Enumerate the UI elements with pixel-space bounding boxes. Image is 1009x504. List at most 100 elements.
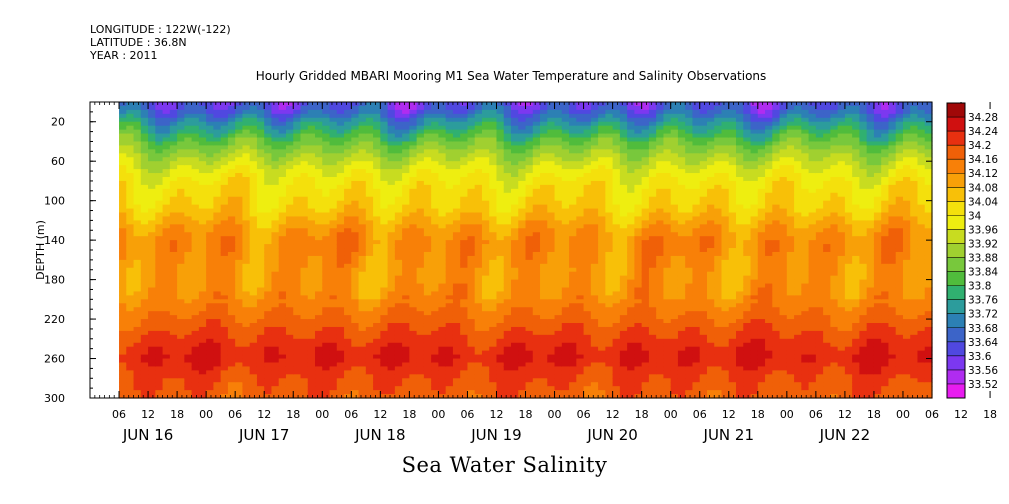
colorbar-label: 33.52 — [968, 379, 998, 391]
colorbar-swatch — [947, 243, 965, 258]
x-tick-label: 00 — [199, 408, 213, 421]
colorbar-label: 33.6 — [968, 351, 992, 363]
location-metadata: LONGITUDE : 122W(-122) LATITUDE : 36.8N … — [90, 23, 231, 62]
year-label: YEAR : 2011 — [90, 49, 158, 62]
plot-area — [89, 101, 933, 399]
x-tick-label: 18 — [751, 408, 765, 421]
date-label: JUN 20 — [586, 426, 637, 444]
y-tick-label: 300 — [44, 392, 65, 405]
chart-title: Hourly Gridded MBARI Mooring M1 Sea Wate… — [255, 69, 767, 83]
x-tick-label: 18 — [402, 408, 416, 421]
longitude-label: LONGITUDE : 122W(-122) — [90, 23, 231, 36]
x-tick-label: 00 — [896, 408, 910, 421]
x-tick-label: 00 — [780, 408, 794, 421]
x-tick-label: 12 — [489, 408, 503, 421]
x-tick-label: 12 — [257, 408, 271, 421]
x-tick-label: 06 — [925, 408, 939, 421]
x-tick-label: 06 — [112, 408, 126, 421]
x-tick-label: 00 — [664, 408, 678, 421]
date-label: JUN 18 — [354, 426, 405, 444]
colorbar-label: 34.12 — [968, 168, 998, 180]
x-tick-label: 18 — [983, 408, 997, 421]
x-tick-label: 12 — [606, 408, 620, 421]
colorbar-swatch — [947, 103, 965, 118]
date-label: JUN 16 — [122, 426, 173, 444]
colorbar-swatch — [947, 257, 965, 272]
x-tick-label: 18 — [286, 408, 300, 421]
colorbar-swatch — [947, 285, 965, 300]
colorbar-label: 34.08 — [968, 182, 998, 194]
colorbar-label: 33.64 — [968, 337, 998, 349]
x-tick-label: 00 — [548, 408, 562, 421]
x-tick-label: 12 — [722, 408, 736, 421]
colorbar-label: 33.8 — [968, 281, 991, 293]
x-tick-label: 00 — [431, 408, 445, 421]
y-tick-label: 260 — [44, 353, 65, 366]
colorbar-label: 34.28 — [968, 112, 998, 124]
date-label: JUN 21 — [703, 426, 754, 444]
colorbar-swatch — [947, 341, 965, 357]
colorbar-label: 34.2 — [968, 140, 991, 152]
colorbar-swatch — [947, 299, 965, 315]
colorbar-swatch — [947, 173, 965, 188]
colorbar-swatch — [947, 383, 965, 399]
x-tick-label: 06 — [344, 408, 358, 421]
colorbar-label: 33.88 — [968, 253, 998, 265]
date-label: JUN 19 — [470, 426, 521, 444]
colorbar-swatch — [947, 271, 965, 286]
colorbar-swatch — [947, 355, 965, 371]
colorbar-swatch — [947, 327, 965, 343]
colorbar-label: 34.04 — [968, 196, 998, 208]
colorbar-swatch — [947, 187, 965, 202]
y-tick-label: 100 — [44, 195, 65, 208]
x-tick-label: 06 — [809, 408, 823, 421]
x-tick-label: 06 — [228, 408, 242, 421]
y-tick-label: 140 — [44, 234, 65, 247]
x-tick-label: 12 — [373, 408, 387, 421]
x-tick-label: 18 — [170, 408, 184, 421]
colorbar-label: 34.24 — [968, 126, 998, 138]
x-tick-label: 18 — [519, 408, 533, 421]
x-tick-label: 18 — [635, 408, 649, 421]
colorbar-label: 33.68 — [968, 323, 998, 335]
salinity-field — [119, 102, 933, 399]
colorbar-label: 34 — [968, 210, 982, 222]
x-tick-label: 12 — [838, 408, 852, 421]
colorbar-swatch — [947, 117, 965, 132]
y-tick-label: 180 — [44, 274, 65, 287]
colorbar-label: 33.96 — [968, 224, 998, 236]
colorbar-label: 34.16 — [968, 154, 998, 166]
y-axis-label: DEPTH (m) — [34, 220, 47, 280]
x-tick-label: 00 — [315, 408, 329, 421]
colorbar-swatch — [947, 369, 965, 385]
colorbar-swatch — [947, 131, 965, 146]
colorbar: 33.52 33.56 33.6 33.64 33.68 33.72 33.76 33.8 33… — [946, 102, 998, 399]
colorbar-swatch — [947, 229, 965, 244]
colorbar-swatch — [947, 159, 965, 174]
y-tick-label: 20 — [51, 116, 65, 129]
colorbar-label: 33.92 — [968, 238, 998, 250]
colorbar-frame — [946, 102, 966, 399]
y-tick-label: 220 — [44, 313, 65, 326]
axes: 20 60 100 140 180 220 260 300 06 12 18 00 06 12 18 00 06… — [44, 102, 997, 444]
colorbar-label: 33.76 — [968, 295, 998, 307]
latitude-label: LATITUDE : 36.8N — [90, 36, 187, 49]
date-label: JUN 17 — [238, 426, 289, 444]
colorbar-swatch — [947, 215, 965, 230]
x-tick-label: 06 — [577, 408, 591, 421]
chart-variable-title: Sea Water Salinity — [401, 453, 608, 477]
colorbar-swatch — [947, 201, 965, 216]
x-tick-label: 06 — [693, 408, 707, 421]
x-tick-label: 18 — [867, 408, 881, 421]
date-label: JUN 22 — [819, 426, 870, 444]
y-tick-label: 60 — [51, 155, 65, 168]
colorbar-label: 33.72 — [968, 309, 998, 321]
colorbar-swatch — [947, 145, 965, 160]
x-tick-label: 06 — [460, 408, 474, 421]
colorbar-label: 33.84 — [968, 267, 998, 279]
x-tick-label: 12 — [141, 408, 155, 421]
colorbar-label: 33.56 — [968, 365, 998, 377]
colorbar-swatch — [947, 313, 965, 329]
x-tick-label: 12 — [954, 408, 968, 421]
